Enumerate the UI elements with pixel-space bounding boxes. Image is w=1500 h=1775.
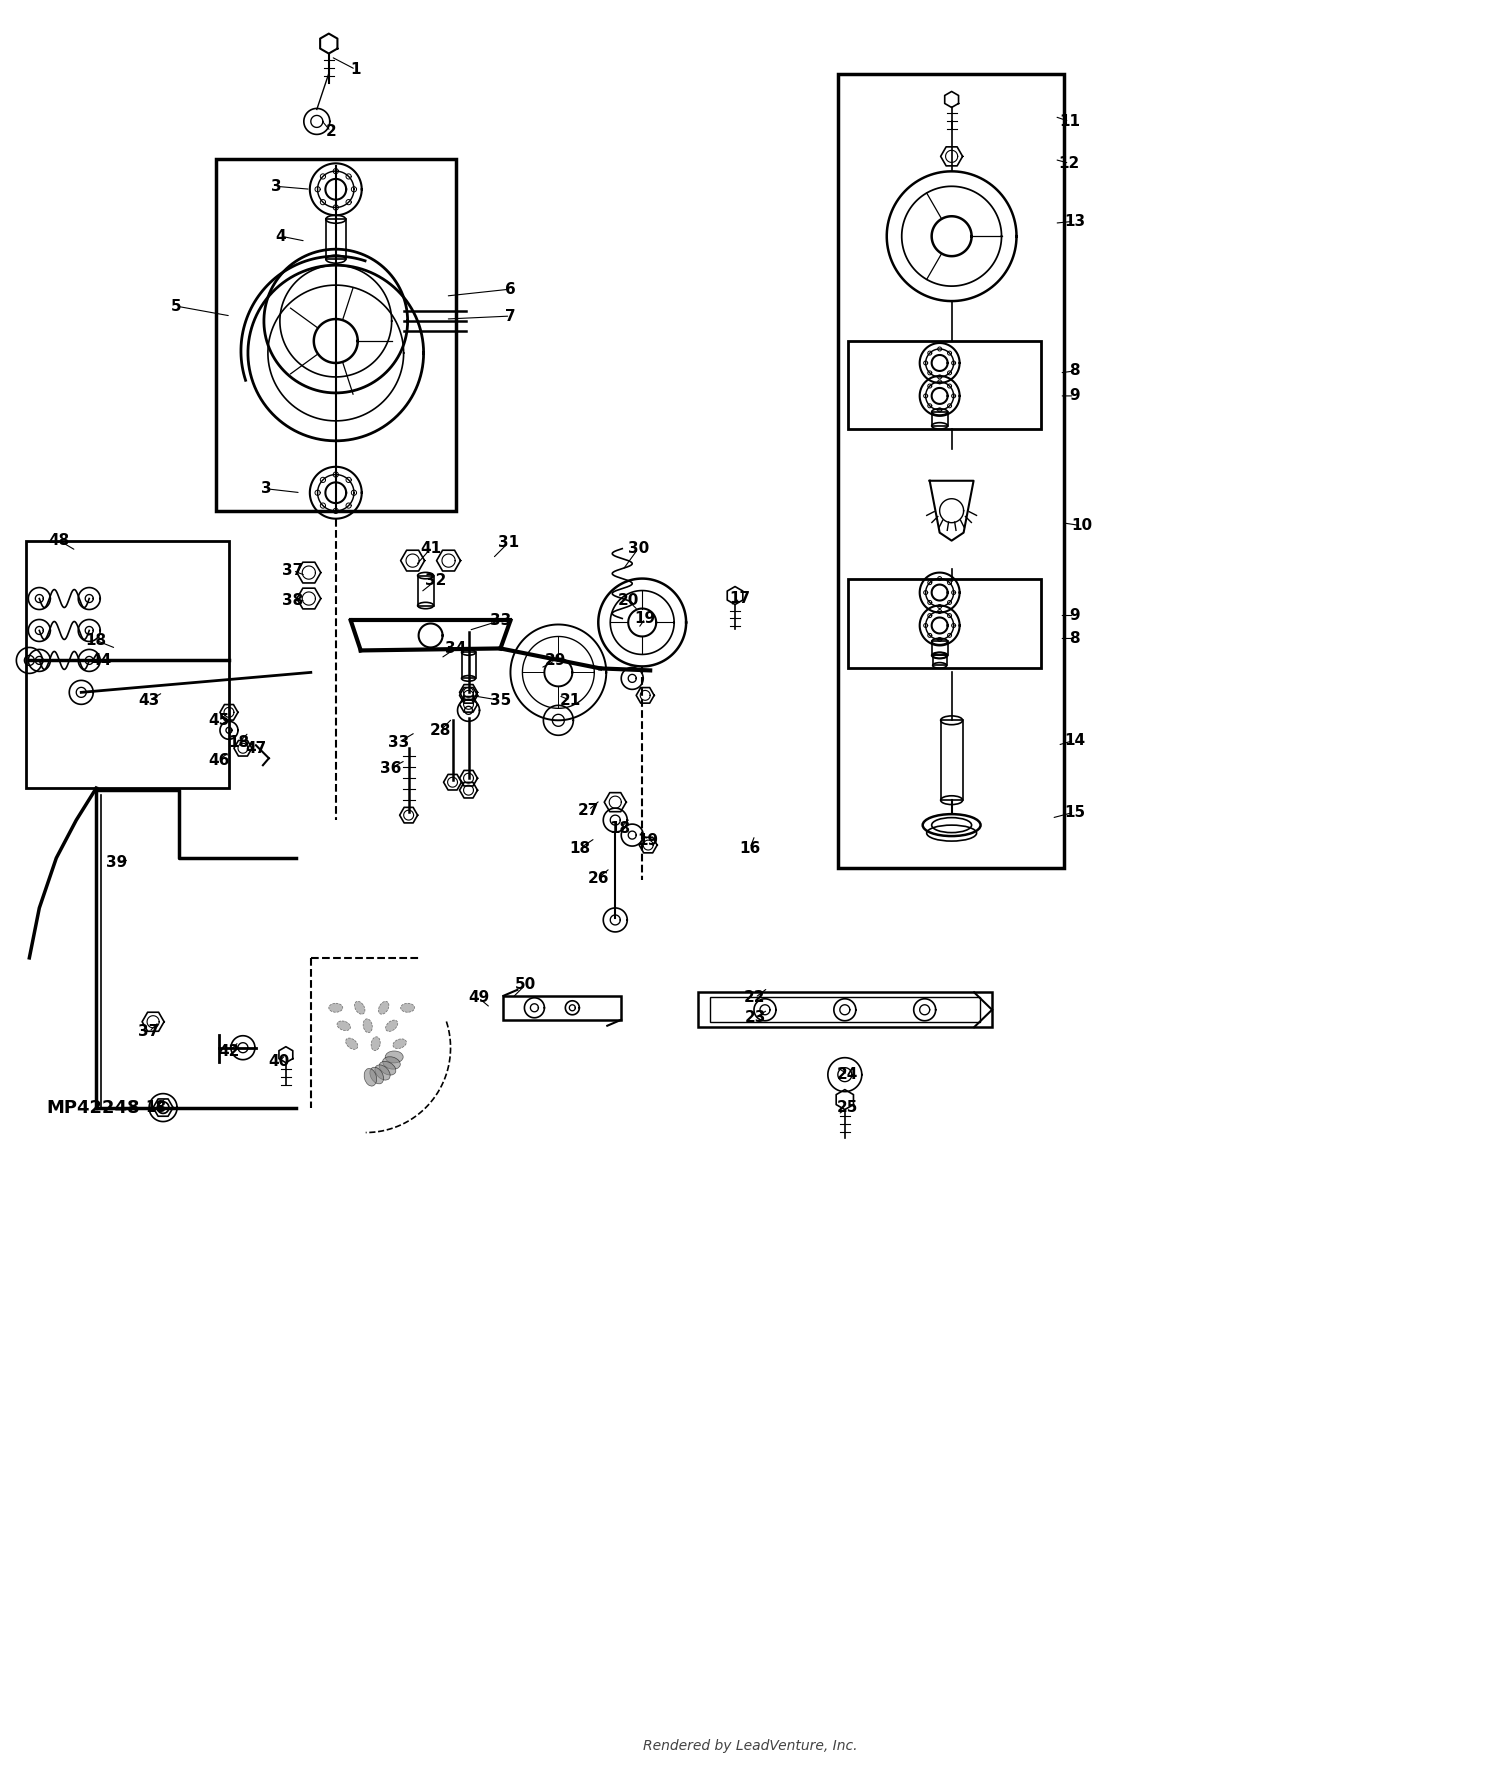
Text: Rendered by LeadVenture, Inc.: Rendered by LeadVenture, Inc. <box>642 1740 858 1754</box>
Bar <box>698 992 992 1028</box>
Text: 33: 33 <box>388 735 410 749</box>
Text: 8: 8 <box>1070 364 1080 378</box>
Text: 32: 32 <box>424 573 447 588</box>
Text: 35: 35 <box>490 692 512 708</box>
Ellipse shape <box>386 1051 404 1063</box>
Bar <box>847 341 1041 430</box>
Text: 14: 14 <box>1064 733 1084 747</box>
Text: 19: 19 <box>634 611 656 627</box>
Bar <box>932 641 948 655</box>
Ellipse shape <box>364 1069 376 1086</box>
Text: 20: 20 <box>618 593 639 609</box>
Text: 24: 24 <box>837 1067 858 1083</box>
Bar <box>940 721 963 801</box>
Bar <box>710 998 980 1022</box>
Text: 7: 7 <box>506 309 516 323</box>
Text: 28: 28 <box>430 722 451 738</box>
Text: 43: 43 <box>138 692 159 708</box>
Ellipse shape <box>382 1056 400 1069</box>
Bar <box>504 996 621 1021</box>
Text: 10: 10 <box>1071 518 1092 532</box>
Text: MP42248: MP42248 <box>46 1099 140 1116</box>
Bar <box>839 73 1065 868</box>
Text: 45: 45 <box>209 714 230 728</box>
Text: 33: 33 <box>490 612 512 628</box>
Text: 37: 37 <box>282 563 303 579</box>
Bar <box>847 579 1041 669</box>
Text: 46: 46 <box>209 753 230 769</box>
Text: 21: 21 <box>560 692 580 708</box>
Text: 18: 18 <box>86 634 106 648</box>
Bar <box>27 541 230 788</box>
Bar <box>417 575 434 605</box>
Text: 41: 41 <box>420 541 441 556</box>
Text: 26: 26 <box>588 870 609 886</box>
Ellipse shape <box>328 1003 344 1012</box>
Ellipse shape <box>338 1021 351 1031</box>
Ellipse shape <box>363 1019 372 1033</box>
Text: 18: 18 <box>609 820 631 836</box>
Text: 37: 37 <box>138 1024 159 1038</box>
Text: 31: 31 <box>498 534 519 550</box>
Text: 44: 44 <box>90 653 112 667</box>
Ellipse shape <box>378 1001 388 1014</box>
Ellipse shape <box>375 1065 390 1081</box>
Text: 9: 9 <box>1070 389 1080 403</box>
Text: 40: 40 <box>268 1054 290 1069</box>
Text: 3: 3 <box>270 179 280 193</box>
Text: 1: 1 <box>351 62 361 76</box>
Ellipse shape <box>370 1067 384 1085</box>
Text: 36: 36 <box>380 761 402 776</box>
Text: 5: 5 <box>171 298 182 314</box>
Ellipse shape <box>380 1061 396 1076</box>
Text: 17: 17 <box>729 591 750 605</box>
Ellipse shape <box>400 1003 414 1012</box>
Ellipse shape <box>345 1038 358 1049</box>
Ellipse shape <box>386 1021 398 1031</box>
Text: 16: 16 <box>740 841 760 856</box>
Text: 50: 50 <box>514 978 535 992</box>
Text: 13: 13 <box>1064 213 1084 229</box>
Text: 15: 15 <box>1064 804 1084 820</box>
Text: 25: 25 <box>837 1100 858 1115</box>
Text: 22: 22 <box>744 990 765 1005</box>
Text: 38: 38 <box>282 593 303 609</box>
Text: 19: 19 <box>638 832 658 848</box>
Text: 2: 2 <box>326 124 336 138</box>
Text: 8: 8 <box>1070 630 1080 646</box>
Text: 47: 47 <box>246 740 267 756</box>
Bar <box>933 655 946 666</box>
Text: 12: 12 <box>1059 156 1080 170</box>
Text: 18: 18 <box>570 841 591 856</box>
Bar <box>216 160 456 511</box>
Ellipse shape <box>393 1038 406 1049</box>
Text: 48: 48 <box>48 532 70 548</box>
Text: 42: 42 <box>219 1044 240 1060</box>
Ellipse shape <box>354 1001 364 1014</box>
Text: 27: 27 <box>578 802 598 818</box>
Text: 23: 23 <box>744 1010 765 1026</box>
Text: 30: 30 <box>627 541 650 556</box>
Text: 3: 3 <box>261 481 272 497</box>
Text: 18: 18 <box>146 1100 166 1115</box>
Bar <box>326 220 345 259</box>
Bar <box>462 653 476 678</box>
Text: 6: 6 <box>506 282 516 296</box>
Text: 11: 11 <box>1059 114 1080 130</box>
Text: 18: 18 <box>228 735 249 749</box>
Text: 4: 4 <box>276 229 286 243</box>
Text: 49: 49 <box>468 990 489 1005</box>
Text: 39: 39 <box>105 854 128 870</box>
Text: 9: 9 <box>1070 609 1080 623</box>
Text: 34: 34 <box>446 641 466 657</box>
Text: 29: 29 <box>544 653 566 667</box>
Bar <box>932 412 948 426</box>
Ellipse shape <box>370 1037 381 1051</box>
